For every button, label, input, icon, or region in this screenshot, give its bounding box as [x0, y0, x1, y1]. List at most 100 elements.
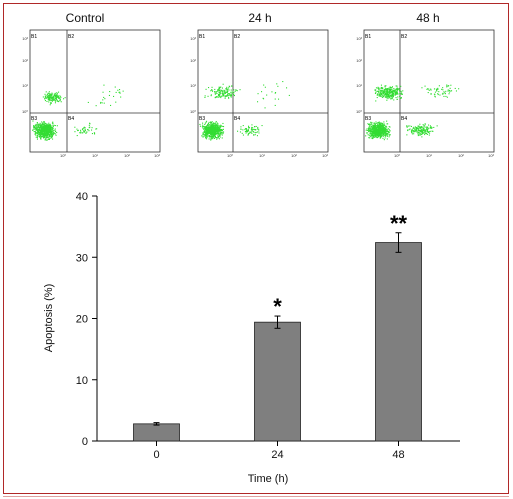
- scatter-dot: [35, 136, 37, 138]
- scatter-dot: [449, 91, 451, 93]
- scatter-dot: [207, 131, 209, 133]
- scatter-dot: [56, 125, 58, 127]
- scatter-dot: [48, 124, 50, 126]
- scatter-dot: [286, 87, 288, 89]
- scatter-dot: [207, 132, 209, 134]
- scatter-dot: [74, 126, 76, 128]
- scatter-dot: [384, 135, 386, 137]
- scatter-dot: [213, 125, 215, 127]
- scatter-dot: [52, 133, 54, 135]
- scatter-dot: [41, 128, 43, 130]
- scatter-dot: [217, 89, 219, 91]
- scatter-dot: [386, 93, 388, 95]
- scatter-dot: [204, 135, 206, 137]
- scatter-dot: [83, 131, 85, 133]
- scatter-dot: [254, 134, 256, 136]
- scatter-dot: [388, 89, 390, 91]
- scatter-dot: [48, 125, 50, 127]
- scatter-dot: [44, 135, 46, 137]
- scatter-dot: [51, 93, 53, 95]
- scatter-dot: [401, 93, 403, 95]
- scatter-dot: [389, 93, 391, 95]
- scatter-dot: [205, 88, 207, 90]
- scatter-dot: [59, 98, 61, 100]
- scatter-dot: [47, 132, 49, 134]
- scatter-dot: [38, 132, 40, 134]
- scatter-dot: [418, 132, 420, 134]
- scatter-dot: [384, 90, 386, 92]
- scatter-dot: [255, 129, 257, 131]
- scatter-dot: [227, 89, 229, 91]
- scatter-dot: [388, 91, 390, 93]
- scatter-dot: [264, 107, 266, 109]
- scatter-dot: [428, 132, 430, 134]
- scatter-dot: [216, 131, 218, 133]
- scatter-dot: [373, 131, 375, 133]
- figure-frame-shadow: [3, 496, 509, 497]
- scatter-dot: [376, 137, 378, 139]
- scatter-dot: [87, 129, 89, 131]
- scatter-dot: [222, 133, 224, 135]
- scatter-dot: [383, 91, 385, 93]
- scatter-dot: [50, 128, 52, 130]
- scatter-dot: [219, 92, 221, 94]
- scatter-dot: [52, 121, 54, 123]
- scatter-dot: [80, 129, 82, 131]
- scatter-dot: [392, 95, 394, 97]
- scatter-dot: [392, 97, 394, 99]
- scatter-dot: [223, 126, 225, 128]
- scatter-dot: [208, 132, 210, 134]
- scatter-dot: [451, 90, 453, 92]
- scatter-dot: [42, 130, 44, 132]
- scatter-dot: [50, 98, 52, 100]
- scatter-dot: [382, 123, 384, 125]
- scatter-dot: [258, 132, 260, 134]
- scatter-dot: [208, 126, 210, 128]
- scatter-dot: [422, 124, 424, 126]
- quadrant-label-b3: B3: [31, 116, 37, 122]
- scatter-dot: [47, 125, 49, 127]
- scatter-dot: [42, 126, 44, 128]
- scatter-dot: [208, 128, 210, 130]
- scatter-dot: [216, 129, 218, 131]
- scatter-dot: [48, 131, 50, 133]
- scatter-dot: [381, 125, 383, 127]
- scatter-dot: [201, 135, 203, 137]
- scatter-dot: [207, 130, 209, 132]
- scatter-dot: [377, 132, 379, 134]
- scatter-dot: [216, 96, 218, 98]
- scatter-dot: [36, 128, 38, 130]
- scatter-dot: [381, 133, 383, 135]
- scatter-dot: [37, 126, 39, 128]
- scatter-dot: [400, 93, 402, 95]
- scatter-dot: [34, 133, 36, 135]
- scatter-dot: [115, 101, 117, 103]
- scatter-dot: [53, 124, 55, 126]
- panel-title: 24 h: [248, 11, 271, 25]
- scatter-dot: [33, 126, 35, 128]
- scatter-dot: [248, 125, 250, 127]
- scatter-dot: [376, 130, 378, 132]
- scatter-dot: [45, 139, 47, 141]
- scatter-dot: [216, 138, 218, 140]
- scatter-dot: [219, 95, 221, 97]
- scatter-dot: [212, 128, 214, 130]
- scatter-dot: [39, 126, 41, 128]
- scatter-dot: [212, 125, 214, 127]
- scatter-dot: [44, 125, 46, 127]
- scatter-dot: [220, 86, 222, 88]
- scatter-dot: [211, 133, 213, 135]
- scatter-dot: [53, 133, 55, 135]
- scatter-dot: [444, 92, 446, 94]
- scatter-dot: [205, 129, 207, 131]
- scatter-dot: [36, 137, 38, 139]
- scatter-dot: [418, 125, 420, 127]
- scatter-dot: [384, 88, 386, 90]
- scatter-dot: [377, 90, 379, 92]
- scatter-dot: [376, 97, 378, 99]
- scatter-dot: [430, 126, 432, 128]
- scatter-dot: [48, 135, 50, 137]
- scatter-dot: [434, 96, 436, 98]
- scatter-dot: [220, 131, 222, 133]
- scatter-dot: [392, 94, 394, 96]
